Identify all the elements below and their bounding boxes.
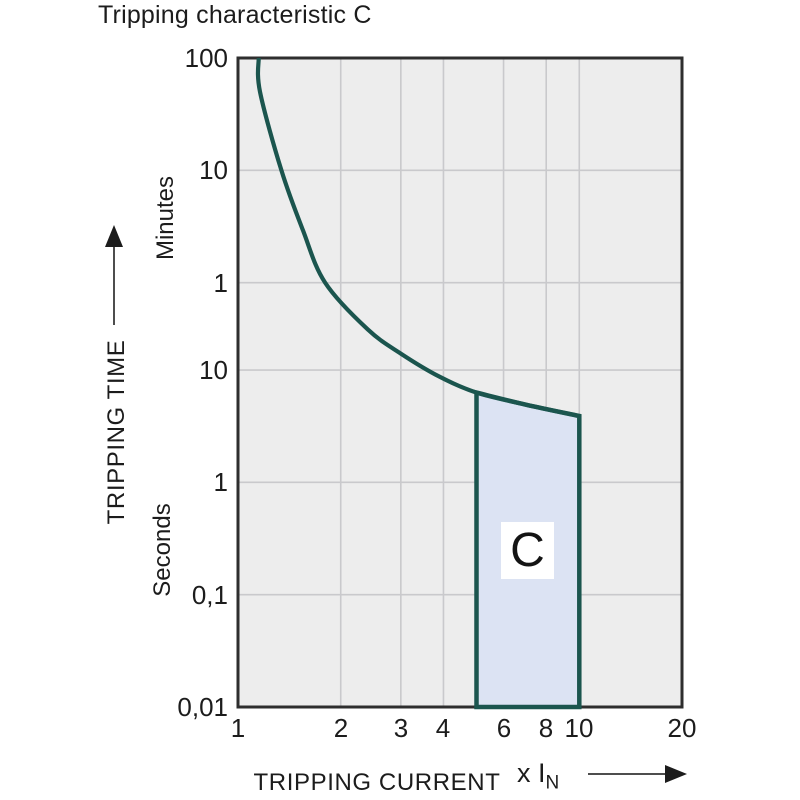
y-tick-label-100-minutes: 100 [184, 43, 228, 73]
x-tick-label-8: 8 [538, 713, 554, 743]
tripping-curve [255, 57, 580, 419]
up-arrow-icon [105, 225, 123, 325]
region-label: C [510, 523, 545, 577]
plot-border [236, 56, 684, 709]
region-label-box: C [501, 522, 554, 579]
plot-background [238, 58, 682, 707]
y-tick-label-0_01-seconds: 0,01 [177, 692, 228, 722]
y-tick-label-10-minutes: 10 [199, 155, 228, 185]
y-axis-title: TRIPPING TIME [103, 339, 130, 525]
x-tick-label-6: 6 [496, 713, 512, 743]
y-tick-label-1-minutes: 1 [213, 268, 228, 298]
x-multiplier-subscript: N [545, 772, 560, 794]
x-tick-label-2: 2 [333, 713, 349, 743]
y-tick-label-10-seconds: 10 [199, 355, 228, 385]
x-tick-label-20: 20 [667, 713, 697, 743]
x-multiplier-text: x I [517, 758, 546, 788]
y-tick-label-1-seconds: 1 [213, 467, 228, 497]
right-arrow-icon [588, 765, 687, 783]
x-tick-label-1: 1 [230, 713, 246, 743]
y-unit-seconds-label: Seconds [149, 503, 176, 597]
x-axis-multiplier: x IN [517, 758, 559, 792]
x-tick-label-3: 3 [393, 713, 409, 743]
x-tick-label-10: 10 [564, 713, 594, 743]
y-tick-label-0_1-seconds: 0,1 [191, 580, 228, 610]
y-unit-minutes-label: Minutes [152, 175, 179, 261]
chart-title: Tripping characteristic C [98, 1, 372, 29]
x-tick-label-4: 4 [435, 713, 451, 743]
x-axis-title: TRIPPING CURRENT [253, 769, 501, 796]
